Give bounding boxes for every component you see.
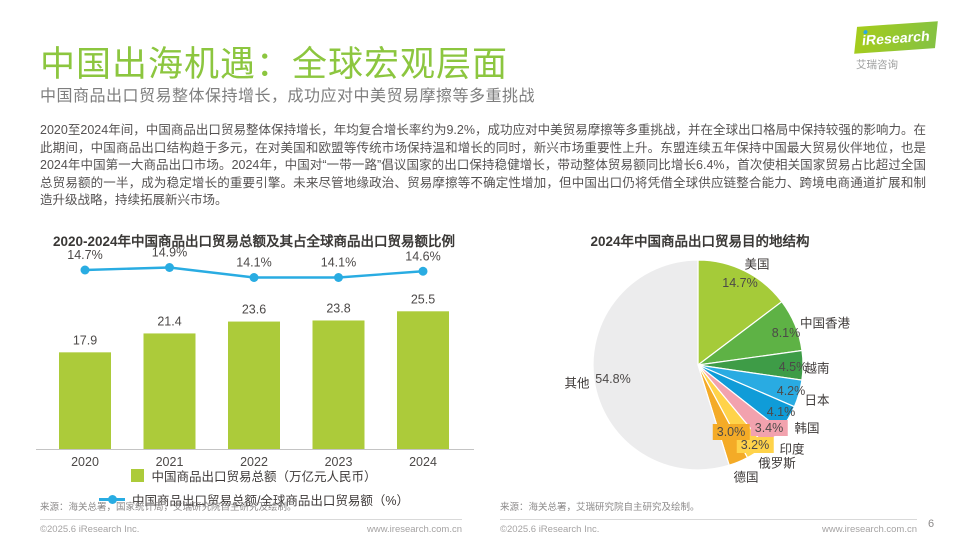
line-point <box>418 266 428 276</box>
bar-2021 <box>143 333 196 449</box>
bar-2022 <box>228 321 280 449</box>
logo-brand-text: iResearch <box>861 27 931 48</box>
right-footer-divider <box>500 519 917 520</box>
pie-chart <box>592 259 804 471</box>
bar-value-label: 17.9 <box>73 333 97 347</box>
left-copyright: ©2025.6 iResearch Inc. <box>40 524 140 535</box>
right-chart-footer: 来源：海关总署，艾瑞研究院自主研究及绘制。 ©2025.6 iResearch … <box>500 499 917 535</box>
x-axis-label: 2024 <box>409 455 437 469</box>
page-title: 中国出海机遇：全球宏观层面 <box>40 45 509 84</box>
pie-slice-其他 <box>592 259 730 471</box>
bar-value-label: 23.6 <box>242 303 266 317</box>
bar-swatch-icon <box>131 469 145 482</box>
right-copyright: ©2025.6 iResearch Inc. <box>500 524 600 535</box>
logo-caption: 艾瑞咨询 <box>856 59 898 71</box>
bar-2020 <box>59 352 111 449</box>
left-footer-divider <box>40 519 462 520</box>
x-axis-label: 2020 <box>71 455 99 469</box>
left-chart-footer: 来源：海关总署，国家统计局，艾瑞研究院自主研究及绘制。 ©2025.6 iRes… <box>40 499 462 535</box>
bar-value-label: 25.5 <box>411 292 435 306</box>
right-source-note: 来源：海关总署，艾瑞研究院自主研究及绘制。 <box>500 502 700 513</box>
iresearch-logo-badge: iResearch <box>854 21 938 54</box>
legend-item-bar: 中国商品出口贸易总额（万亿元人民币） <box>131 466 377 485</box>
line-value-label: 14.1% <box>321 256 356 270</box>
bar-2024 <box>397 311 449 449</box>
left-source-note: 来源：海关总署，国家统计局，艾瑞研究院自主研究及绘制。 <box>40 502 297 513</box>
x-axis-label: 2021 <box>156 455 184 469</box>
bar-value-label: 23.8 <box>326 301 350 315</box>
legend-bar-label: 中国商品出口贸易总额（万亿元人民币） <box>151 470 377 484</box>
bar-chart-title: 2020-2024年中国商品出口贸易总额及其占全球商品出口贸易额比例 <box>52 234 456 249</box>
line-point <box>334 273 343 282</box>
iresearch-logo: iResearch 艾瑞咨询 <box>854 21 940 72</box>
line-swatch-icon <box>98 495 125 504</box>
chart-legend: 中国商品出口贸易总额（万亿元人民币） 中国商品出口贸易总额/全球商品出口贸易额（… <box>28 466 480 509</box>
left-website-url: www.iresearch.com.cn <box>366 524 462 535</box>
page-number: 6 <box>928 518 935 530</box>
legend-line-label: 中国商品出口贸易总额/全球商品出口贸易额（%） <box>131 494 410 508</box>
right-website-url: www.iresearch.com.cn <box>821 524 917 535</box>
pie-slice-美国 <box>697 259 783 366</box>
line-point <box>249 273 259 282</box>
legend-item-line: 中国商品出口贸易总额/全球商品出口贸易额（%） <box>98 490 410 509</box>
line-value-label: 14.6% <box>405 249 440 263</box>
x-axis-label: 2023 <box>325 455 353 469</box>
pie-chart-title: 2024年中国商品出口贸易目的地结构 <box>590 234 810 249</box>
bar-2023 <box>312 320 365 449</box>
body-paragraph: 2020至2024年间，中国商品出口贸易整体保持增长，年均复合增长率约为9.2%… <box>40 123 926 207</box>
page-subtitle: 中国商品出口贸易整体保持增长，成功应对中美贸易摩擦等多重挑战 <box>40 88 536 105</box>
x-axis-label: 2022 <box>240 455 268 469</box>
line-point <box>165 263 174 272</box>
line-value-label: 14.9% <box>152 246 187 260</box>
line-value-label: 14.1% <box>236 256 271 270</box>
line-value-label: 14.7% <box>67 248 102 262</box>
bar-value-label: 21.4 <box>157 314 181 328</box>
bar-line-chart: 17.9 2020 21.4 2021 23.6 2022 23.8 2023 25.5 2024… <box>36 246 474 469</box>
line-point <box>80 265 90 275</box>
